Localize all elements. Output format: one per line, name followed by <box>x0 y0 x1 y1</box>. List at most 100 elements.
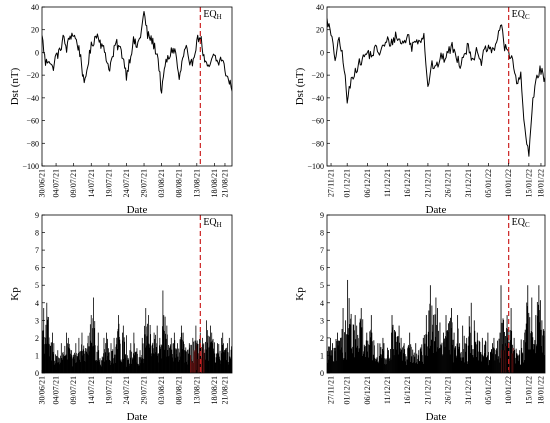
kp-bar <box>235 342 236 373</box>
kp-bar <box>447 331 449 373</box>
y-tick-label: −40 <box>311 94 324 103</box>
kp-bar <box>392 324 394 373</box>
event-label-subscript: C <box>525 13 530 21</box>
kp-bar <box>524 329 526 373</box>
kp-bar <box>93 297 94 373</box>
kp-bar <box>432 324 434 373</box>
kp-bar <box>140 359 142 373</box>
kp-bar <box>406 365 408 373</box>
kp-bar <box>496 350 498 373</box>
kp-bar <box>169 344 171 373</box>
kp-bar <box>470 332 472 373</box>
event-label-subscript: C <box>525 221 530 229</box>
kp-bar <box>118 336 120 373</box>
kp-bar <box>329 346 330 373</box>
kp-bar <box>192 362 194 373</box>
kp-bar <box>136 348 138 373</box>
kp-bar <box>67 359 69 373</box>
kp-bar <box>414 356 416 373</box>
kp-bar <box>200 357 202 373</box>
kp-bar <box>358 348 360 373</box>
kp-bar <box>354 315 356 373</box>
kp-bar <box>503 319 504 373</box>
kp-bar <box>190 355 192 373</box>
kp-bar <box>397 336 398 373</box>
kp-bar <box>548 338 549 373</box>
kp-bar <box>116 349 118 373</box>
kp-bar <box>341 347 342 373</box>
kp-bar <box>109 359 111 373</box>
kp-bar <box>192 337 194 373</box>
kp-bar <box>171 357 173 373</box>
kp-bar <box>430 339 432 373</box>
kp-bar <box>58 364 60 373</box>
kp-bar <box>159 349 161 373</box>
kp-bar <box>147 334 149 373</box>
kp-bar <box>175 357 177 373</box>
kp-bar <box>411 362 413 373</box>
kp-bar <box>228 337 230 373</box>
kp-bar <box>366 332 368 373</box>
kp-bar <box>389 357 391 373</box>
kp-bar <box>163 330 165 373</box>
kp-bar <box>520 339 522 373</box>
kp-bar <box>540 329 542 373</box>
kp-bar <box>452 344 453 373</box>
kp-bar <box>88 355 89 373</box>
kp-bar <box>205 349 207 373</box>
kp-bar <box>436 351 437 373</box>
kp-bar <box>137 364 139 373</box>
kp-bar <box>332 347 334 373</box>
kp-bar <box>195 342 197 373</box>
kp-bar <box>216 353 217 373</box>
kp-bar <box>397 336 399 373</box>
kp-bar <box>367 344 369 373</box>
kp-bar <box>210 325 211 373</box>
kp-bar <box>170 337 172 373</box>
kp-bar <box>112 349 114 373</box>
kp-bar <box>369 337 371 373</box>
y-tick-label: 5 <box>35 281 39 290</box>
y-axis-title: Kp <box>9 287 21 301</box>
kp-bar <box>458 346 460 373</box>
kp-bar <box>190 359 192 373</box>
kp-bar <box>132 359 133 373</box>
y-tick-label: 5 <box>320 281 324 290</box>
x-tick-label: 16/12/21 <box>403 169 412 197</box>
kp-bar <box>215 357 217 373</box>
kp-bar <box>499 362 500 373</box>
kp-bar <box>532 337 534 373</box>
kp-bar <box>208 360 210 373</box>
kp-bar <box>408 348 410 373</box>
kp-bar <box>495 349 497 373</box>
kp-bar <box>506 327 507 373</box>
kp-bar <box>422 337 424 373</box>
kp-bar <box>69 349 71 373</box>
kp-bar <box>342 352 343 373</box>
kp-bar <box>172 354 173 373</box>
kp-bar <box>534 353 536 373</box>
kp-bar <box>347 279 349 373</box>
x-axis-title: Date <box>127 411 148 423</box>
kp-bar <box>508 342 510 373</box>
x-tick-label: 06/12/21 <box>363 169 372 197</box>
kp-bar <box>497 359 499 373</box>
y-axis-title: Dst (nT) <box>9 67 21 105</box>
kp-bar <box>535 315 537 373</box>
kp-bar <box>539 300 541 373</box>
kp-bar <box>189 344 191 373</box>
kp-bar <box>133 332 135 373</box>
kp-bar <box>188 343 190 373</box>
kp-bar <box>100 365 101 373</box>
kp-bar <box>483 344 485 373</box>
kp-bar <box>465 343 467 373</box>
kp-bar <box>231 346 232 373</box>
kp-bar <box>504 343 506 373</box>
kp-bar <box>443 332 444 373</box>
kp-bar <box>441 345 442 373</box>
kp-bar <box>455 355 457 373</box>
kp-bar <box>108 352 110 373</box>
kp-bar <box>138 357 140 373</box>
kp-bar <box>59 361 61 373</box>
kp-bar <box>83 353 85 373</box>
